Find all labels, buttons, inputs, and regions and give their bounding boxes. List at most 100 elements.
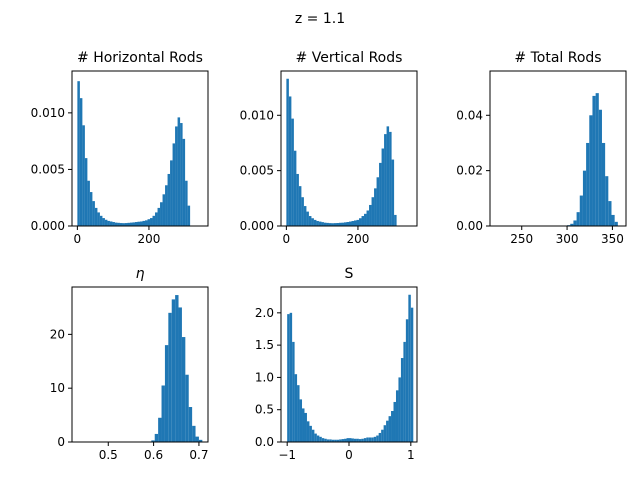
subplot-1: # Horizontal Rods 0 200 0.000 0.005 0.010 <box>31 50 209 246</box>
histogram-bar <box>160 202 163 226</box>
histogram-bar <box>137 221 140 226</box>
histogram-bar <box>366 210 370 226</box>
histogram-bar <box>338 222 342 226</box>
histogram-bar <box>586 142 590 226</box>
histogram-bar <box>369 204 372 226</box>
x-tick-label: 1 <box>407 448 415 462</box>
histogram-bar <box>119 223 123 226</box>
histogram-bar <box>376 177 380 226</box>
histogram-bar <box>381 148 385 226</box>
histogram-bar <box>94 207 98 226</box>
histogram-bar <box>403 341 406 442</box>
histogram-bar <box>388 416 392 442</box>
histogram-bar <box>361 216 365 226</box>
histogram-bar <box>346 222 349 226</box>
histogram-bar <box>391 411 394 442</box>
histogram-bar <box>329 439 332 442</box>
histogram-bar <box>354 220 357 226</box>
y-tick-label: 0.010 <box>31 106 65 120</box>
axes-frame <box>280 70 418 227</box>
histogram-bar <box>157 207 161 226</box>
histogram-bar <box>336 223 339 226</box>
histogram-bar <box>291 118 294 226</box>
histogram-bar <box>381 429 384 442</box>
histogram-bar <box>331 223 334 226</box>
y-tick-label: 0.000 <box>31 219 65 233</box>
histogram-bar <box>356 219 360 226</box>
histogram-bar <box>172 143 176 226</box>
histogram-bar <box>117 222 120 226</box>
histogram-bar <box>109 221 113 226</box>
histogram-bar <box>605 176 609 226</box>
x-tick-label: 0 <box>74 232 82 246</box>
histogram-bar <box>573 220 577 226</box>
histogram-bar <box>374 188 377 226</box>
x-tick-label: −1 <box>278 448 296 462</box>
histogram-bar <box>102 218 105 226</box>
histogram-bar <box>351 221 355 226</box>
histogram-bar <box>358 439 362 442</box>
histogram-bar <box>92 201 95 226</box>
histogram-bar <box>147 219 151 226</box>
histogram-bar <box>376 435 379 442</box>
histogram-bar <box>346 438 349 443</box>
histogram-bar <box>296 173 299 226</box>
histogram-bar <box>611 214 615 226</box>
histogram-bar <box>361 438 364 442</box>
y-tick-label: 0.005 <box>31 162 65 176</box>
histogram-bar <box>576 212 580 226</box>
histogram-bar <box>181 337 186 442</box>
y-tick-label: 1.0 <box>255 370 274 384</box>
histogram-bar <box>192 425 196 442</box>
subplot-3: # Total Rods 250 300 350 0.00 0.02 0.04 <box>456 50 627 246</box>
histogram-bar <box>145 220 148 226</box>
histogram-bar <box>185 180 188 226</box>
histogram-bar <box>384 134 387 226</box>
histogram-bar <box>79 98 83 226</box>
subplot-title: # Total Rods <box>514 50 601 66</box>
y-tick-label: 2.0 <box>255 306 274 320</box>
histogram-bar <box>151 440 155 442</box>
subplot-title: S <box>345 266 354 282</box>
histogram-bar <box>107 220 110 226</box>
histogram-bar <box>303 206 307 226</box>
y-tick-label: 10 <box>50 381 65 395</box>
x-tick-label: 0.7 <box>189 448 208 462</box>
y-tick-label: 1.5 <box>255 338 274 352</box>
histogram-bar <box>318 221 322 226</box>
histogram-bar <box>316 221 319 226</box>
histogram-bar <box>140 221 143 226</box>
histogram-bar <box>321 222 324 227</box>
histogram-bar <box>84 158 88 226</box>
y-tick-label: 0.005 <box>240 164 274 178</box>
histogram-bar <box>324 438 327 442</box>
histogram-bar <box>582 170 587 226</box>
histogram-bar <box>614 221 618 226</box>
histogram-bar <box>127 222 130 226</box>
histogram-bar <box>314 433 317 442</box>
histogram-bar <box>298 186 302 226</box>
histogram-bar <box>150 218 153 226</box>
histogram-bar <box>168 312 172 442</box>
x-tick-label: 300 <box>556 232 579 246</box>
histogram-bar <box>292 341 295 442</box>
histogram-bar <box>180 123 183 226</box>
histogram-bar <box>97 212 100 226</box>
histogram-bar <box>304 412 307 442</box>
histogram-bar <box>379 162 382 226</box>
histogram-bar <box>187 205 191 226</box>
histogram-bar <box>343 222 347 226</box>
x-tick-label: 200 <box>346 232 369 246</box>
subplot-title: # Horizontal Rods <box>77 50 203 66</box>
y-tick-label: 0.000 <box>240 219 274 233</box>
histogram-bar <box>167 173 171 226</box>
histogram-bar <box>188 407 193 442</box>
histogram-bar <box>162 194 166 226</box>
histogram-bar <box>294 374 298 442</box>
histogram-bar <box>299 399 303 443</box>
axes-frame <box>71 70 209 227</box>
histogram-bar <box>311 218 314 226</box>
histogram-bar <box>371 437 374 442</box>
histogram-bar <box>306 421 310 442</box>
histogram-bar <box>323 222 327 226</box>
